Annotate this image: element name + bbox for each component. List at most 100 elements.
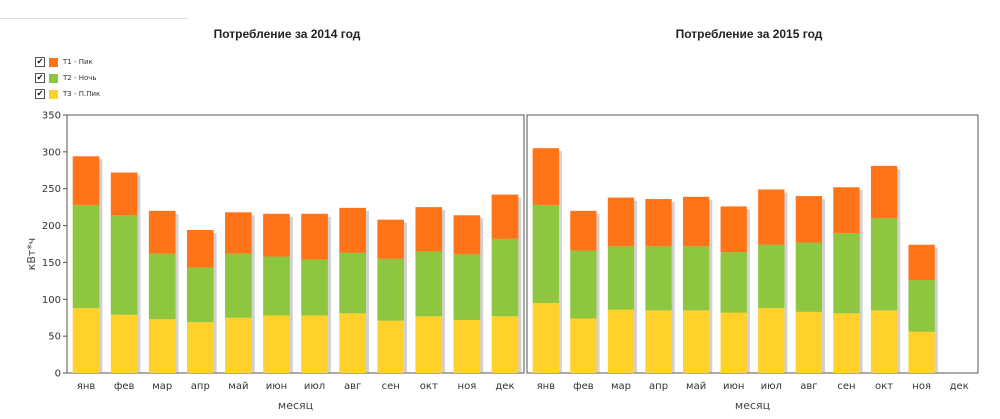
bar-т2-апр (186, 267, 214, 323)
bar-т2-авг (795, 242, 823, 312)
x-tick-label: июл (761, 381, 782, 392)
y-tick-label: 350 (42, 111, 61, 122)
bar-т1-сен (833, 187, 860, 233)
bar-т1-июл (758, 189, 785, 245)
bar-т3-дек (491, 316, 519, 373)
bar-т3-окт (870, 310, 898, 373)
bar-т1-мар (607, 197, 635, 247)
legend-item-t1[interactable]: ✔ Т1 - Пик (35, 54, 100, 70)
bar-т2-ноя (453, 254, 481, 320)
bar-т3-июл (758, 308, 785, 373)
legend-label-t2: Т2 - Ночь (63, 74, 97, 82)
bar-т3-авг (795, 311, 823, 373)
bar-т2-июн (263, 256, 290, 316)
bar-т1-авг (339, 207, 366, 253)
x-tick-label: окт (420, 381, 438, 392)
x-tick-label: окт (875, 381, 893, 392)
plot-frame (526, 114, 979, 374)
bar-т3-июл (301, 315, 328, 373)
bar-т1-май (225, 212, 252, 254)
bar-т1-май (682, 196, 710, 247)
x-tick-label: май (686, 381, 706, 392)
bar-т2-июл (301, 259, 328, 316)
x-tick-label: фев (114, 381, 135, 392)
y-tick-label: 250 (42, 184, 61, 195)
x-tick-label: янв (537, 381, 556, 392)
legend-item-t2[interactable]: ✔ Т2 - Ночь (35, 70, 100, 86)
legend-swatch-t2 (49, 73, 58, 83)
bar-т2-дек (491, 238, 519, 317)
x-tick-label: янв (77, 381, 96, 392)
bar-т2-фев (110, 215, 138, 315)
x-tick-label: май (228, 381, 248, 392)
x-tick-label: авг (800, 381, 817, 392)
x-tick-label: мар (152, 381, 172, 392)
x-tick-label: сен (837, 381, 855, 392)
chart-title: Потребление за 2014 год (214, 27, 361, 41)
x-tick-label: дек (495, 381, 514, 392)
bar-т1-ноя (453, 215, 481, 255)
legend-checkbox-t1[interactable]: ✔ (35, 57, 45, 67)
bar-т3-июн (263, 315, 290, 373)
bar-т3-фев (110, 314, 138, 373)
x-tick-label: июл (304, 381, 325, 392)
chart-title: Потребление за 2015 год (676, 27, 823, 41)
bar-т2-июн (720, 252, 747, 313)
bar-т2-май (682, 246, 710, 311)
chart-1: Потребление за 2014 год 0 50 100 150 200 250 30… (25, 27, 525, 412)
x-axis-label: месяц (735, 399, 770, 412)
y-tick-label: 200 (42, 221, 61, 232)
x-tick-label: фев (573, 381, 594, 392)
x-tick-label: дек (950, 381, 969, 392)
bar-т1-мар (148, 210, 176, 254)
legend-checkbox-t3[interactable]: ✔ (35, 89, 45, 99)
bar-т3-май (225, 317, 252, 373)
x-tick-label: апр (191, 381, 210, 392)
legend-item-t3[interactable]: ✔ Т3 - П.Пик (35, 86, 100, 102)
legend-label-t3: Т3 - П.Пик (63, 90, 101, 98)
bar-т1-янв (72, 156, 100, 205)
bar-т3-янв (532, 302, 559, 373)
bar-т2-сен (377, 258, 405, 321)
legend-swatch-t3 (49, 89, 58, 99)
bar-т1-июл (301, 213, 328, 260)
bar-т2-апр (645, 246, 672, 311)
y-tick-label: 300 (42, 147, 61, 158)
x-tick-label: мар (611, 381, 631, 392)
legend: ✔ Т1 - Пик ✔ Т2 - Ночь ✔ Т3 - П.Пик (35, 54, 100, 102)
bar-т2-июл (758, 244, 785, 309)
x-tick-label: апр (649, 381, 668, 392)
x-tick-label: ноя (912, 381, 931, 392)
y-tick-label: 0 (55, 369, 61, 380)
bar-т2-мар (607, 246, 635, 310)
bar-т1-янв (532, 148, 559, 205)
legend-checkbox-t2[interactable]: ✔ (35, 73, 45, 83)
bar-т1-фев (110, 172, 138, 216)
bar-т1-дек (491, 194, 519, 239)
bar-т3-мар (607, 309, 635, 373)
bar-т3-ноя (908, 331, 935, 373)
y-axis-label: кВт*ч (25, 238, 38, 271)
x-tick-label: июн (266, 381, 287, 392)
bar-т1-июн (263, 213, 290, 257)
x-axis-label: месяц (278, 399, 313, 412)
x-tick-label: ноя (458, 381, 477, 392)
bar-т3-мар (148, 319, 176, 373)
bar-т1-окт (415, 207, 443, 252)
x-tick-label: сен (382, 381, 400, 392)
bar-т3-май (682, 310, 710, 373)
bar-т2-окт (870, 218, 898, 311)
bar-т2-янв (72, 204, 100, 309)
bar-т1-ноя (908, 244, 935, 281)
legend-label-t1: Т1 - Пик (63, 58, 93, 66)
bar-т2-мар (148, 253, 176, 320)
bar-т3-янв (72, 308, 100, 373)
bar-т2-янв (532, 204, 559, 303)
bar-т3-апр (645, 310, 672, 373)
bar-т2-авг (339, 252, 366, 314)
bar-т1-июн (720, 206, 747, 253)
legend-swatch-t1 (49, 57, 58, 67)
bar-т3-июн (720, 312, 747, 373)
y-tick-label: 100 (42, 295, 61, 306)
